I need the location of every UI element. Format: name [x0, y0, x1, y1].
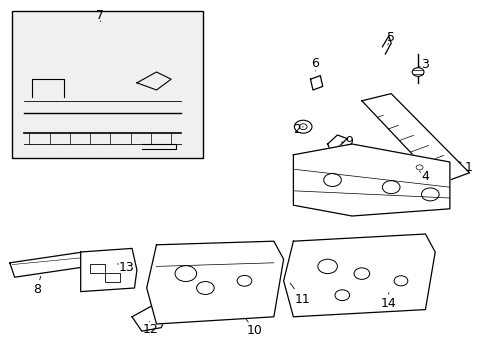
- Polygon shape: [310, 76, 322, 90]
- Bar: [12, 11, 203, 158]
- Bar: [90, 264, 105, 273]
- Text: 13: 13: [118, 261, 134, 274]
- Text: 6: 6: [311, 57, 319, 69]
- Circle shape: [294, 120, 311, 133]
- Circle shape: [317, 259, 337, 274]
- Text: 9: 9: [345, 135, 353, 148]
- Text: 14: 14: [380, 297, 396, 310]
- Circle shape: [382, 181, 399, 194]
- Text: 8: 8: [33, 283, 41, 296]
- Circle shape: [411, 68, 423, 76]
- Text: 11: 11: [294, 293, 309, 306]
- Polygon shape: [361, 94, 468, 184]
- Circle shape: [196, 282, 214, 294]
- Polygon shape: [327, 135, 346, 149]
- Text: 2: 2: [293, 123, 301, 136]
- Polygon shape: [293, 144, 449, 216]
- Circle shape: [421, 188, 438, 201]
- Circle shape: [353, 268, 369, 279]
- Text: 4: 4: [421, 170, 428, 183]
- Text: 5: 5: [386, 31, 394, 44]
- Circle shape: [334, 290, 349, 301]
- Text: 12: 12: [142, 323, 158, 336]
- Polygon shape: [81, 248, 137, 292]
- Polygon shape: [283, 234, 434, 317]
- Circle shape: [415, 165, 422, 170]
- Circle shape: [175, 266, 196, 282]
- Bar: [105, 273, 120, 282]
- Polygon shape: [10, 252, 88, 277]
- Text: 7: 7: [96, 9, 104, 22]
- Polygon shape: [132, 306, 166, 331]
- Polygon shape: [146, 241, 283, 324]
- Circle shape: [393, 276, 407, 286]
- Circle shape: [237, 275, 251, 286]
- Text: 3: 3: [421, 58, 428, 71]
- Text: 10: 10: [246, 324, 262, 337]
- Circle shape: [411, 162, 427, 173]
- Circle shape: [323, 174, 341, 186]
- Text: 1: 1: [464, 161, 471, 174]
- Circle shape: [299, 124, 306, 130]
